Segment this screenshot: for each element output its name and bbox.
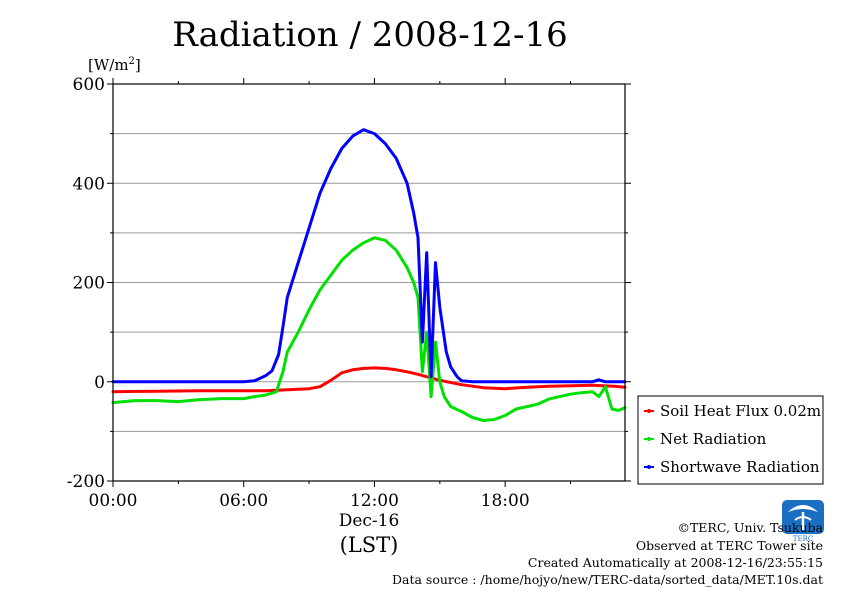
chart-title: Radiation / 2008-12-16: [172, 15, 568, 55]
terc-logo-text: TERC: [793, 535, 813, 543]
series-line-2: [111, 128, 627, 384]
series-line-1: [111, 236, 627, 422]
legend-marker: [647, 409, 651, 413]
legend-label: Net Radiation: [660, 430, 767, 448]
legend-label: Shortwave Radiation: [660, 458, 820, 476]
grid: [113, 133, 625, 432]
x-tick-label: 18:00: [481, 491, 530, 511]
footer-site: Observed at TERC Tower site: [636, 538, 823, 553]
terc-logo: TERC: [782, 500, 824, 543]
legend: Soil Heat Flux 0.02m Net Radiation Shortwa…: [637, 395, 824, 485]
x-tick-label: 06:00: [219, 491, 268, 511]
y-tick-label: 0: [94, 373, 105, 393]
series-line-0: [111, 366, 627, 394]
footer-copyright: ©TERC, Univ. Tsukuba: [677, 520, 823, 535]
y-tick-label: 600: [73, 75, 105, 95]
y-tick-label: 400: [73, 174, 105, 194]
x-date-label: Dec-16: [339, 511, 400, 531]
y-tick-label: 200: [73, 274, 105, 294]
x-tick-label: 00:00: [89, 491, 138, 511]
y-axis-unit: [W/m2]: [88, 56, 141, 74]
footer-created: Created Automatically at 2008-12-16/23:5…: [528, 555, 823, 570]
x-tick-labels: 00:00 06:00 12:00 18:00: [89, 491, 530, 511]
footer-source: Data source : /home/hojyo/new/TERC-data/…: [392, 572, 823, 587]
legend-marker: [647, 465, 651, 469]
legend-box: [637, 395, 824, 485]
axes: [107, 78, 631, 487]
y-tick-labels: -200 0 200 400 600: [67, 75, 105, 492]
x-tick-label: 12:00: [350, 491, 399, 511]
legend-label: Soil Heat Flux 0.02m: [660, 402, 821, 420]
x-timezone-label: (LST): [340, 533, 399, 557]
series-lines: [111, 128, 627, 422]
y-tick-label: -200: [67, 472, 105, 492]
legend-marker: [647, 437, 651, 441]
